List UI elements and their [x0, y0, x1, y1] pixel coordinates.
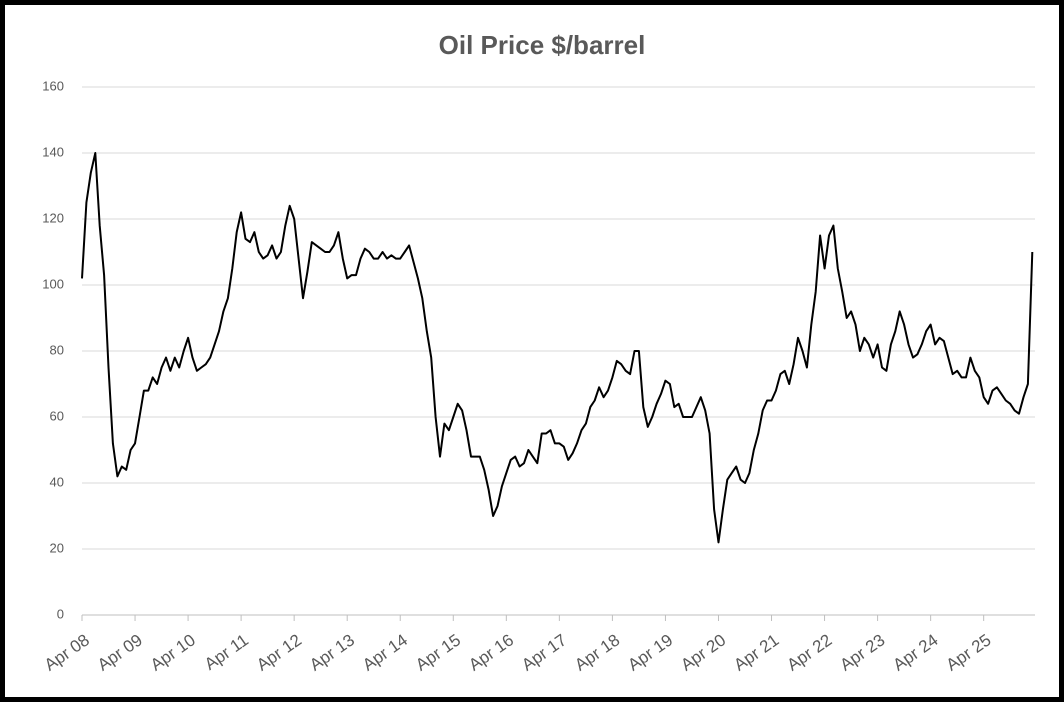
y-tick-label: 120 — [42, 210, 64, 225]
y-tick-label: 80 — [50, 342, 64, 357]
y-tick-label: 100 — [42, 276, 64, 291]
y-tick-label: 140 — [42, 144, 64, 159]
y-tick-label: 0 — [57, 606, 64, 621]
y-tick-label: 60 — [50, 408, 64, 423]
y-tick-label: 160 — [42, 78, 64, 93]
y-tick-label: 20 — [50, 540, 64, 555]
y-tick-label: 40 — [50, 474, 64, 489]
chart-title: Oil Price $/barrel — [439, 30, 646, 60]
price-line — [81, 152, 1034, 544]
